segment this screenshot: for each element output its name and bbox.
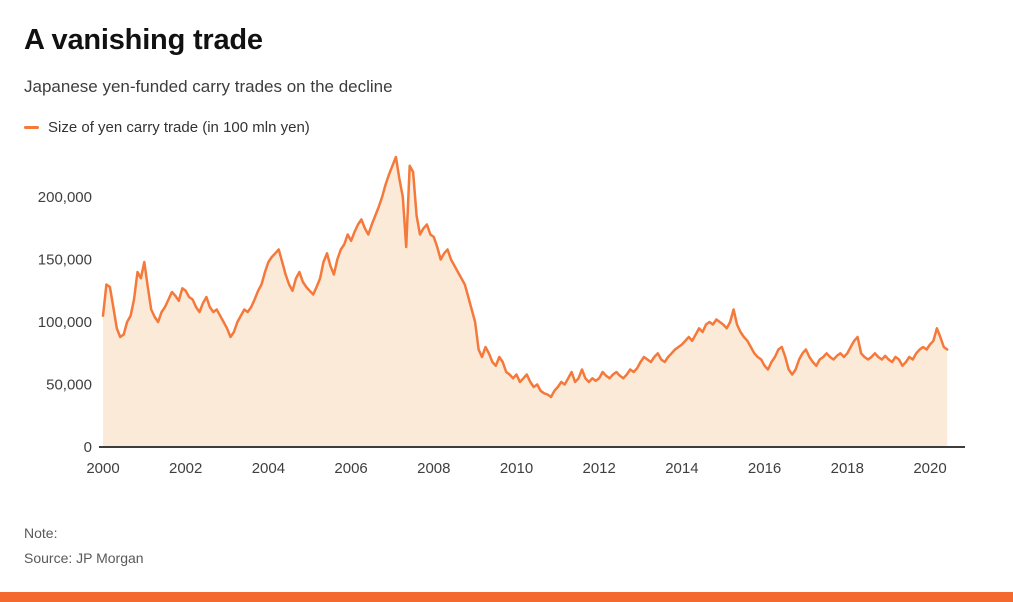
- legend: Size of yen carry trade (in 100 mln yen): [24, 119, 989, 136]
- chart-content: A vanishing trade Japanese yen-funded ca…: [24, 24, 989, 570]
- note-label: Note:: [24, 525, 58, 541]
- x-tick-label: 2016: [748, 460, 781, 477]
- chart-area: 0 50,000 100,000 150,000 200,000 2000 2002 200…: [24, 142, 989, 495]
- area-fill: [103, 157, 948, 447]
- legend-swatch-icon: [24, 126, 39, 129]
- x-tick-label: 2018: [831, 460, 864, 477]
- x-tick-label: 2012: [583, 460, 616, 477]
- brand-accent-bar: [0, 592, 1013, 602]
- y-tick-label: 150,000: [38, 252, 92, 269]
- footnotes: Note: Source: JP Morgan: [24, 521, 989, 570]
- source-label: Source: JP Morgan: [24, 549, 144, 566]
- x-tick-label: 2008: [417, 460, 450, 477]
- x-axis-labels: 2000 2002 2004 2006 2008 2010 2012 2014 2016 2018…: [86, 460, 946, 477]
- x-tick-label: 2004: [252, 460, 285, 477]
- x-tick-label: 2006: [334, 460, 367, 477]
- x-tick-label: 2002: [169, 460, 202, 477]
- page-subtitle: Japanese yen-funded carry trades on the …: [24, 77, 393, 96]
- page-title: A vanishing trade: [24, 24, 263, 56]
- y-tick-label: 50,000: [46, 377, 92, 394]
- y-axis-labels: 0 50,000 100,000 150,000 200,000: [38, 189, 92, 456]
- trend-line: [101, 155, 949, 399]
- x-tick-label: 2014: [665, 460, 698, 477]
- y-tick-label: 200,000: [38, 189, 92, 206]
- y-tick-label: 100,000: [38, 314, 92, 331]
- x-tick-label: 2010: [500, 460, 533, 477]
- legend-label: Size of yen carry trade (in 100 mln yen): [48, 119, 310, 136]
- x-tick-label: 2020: [913, 460, 946, 477]
- x-tick-label: 2000: [86, 460, 119, 477]
- y-tick-label: 0: [84, 439, 92, 456]
